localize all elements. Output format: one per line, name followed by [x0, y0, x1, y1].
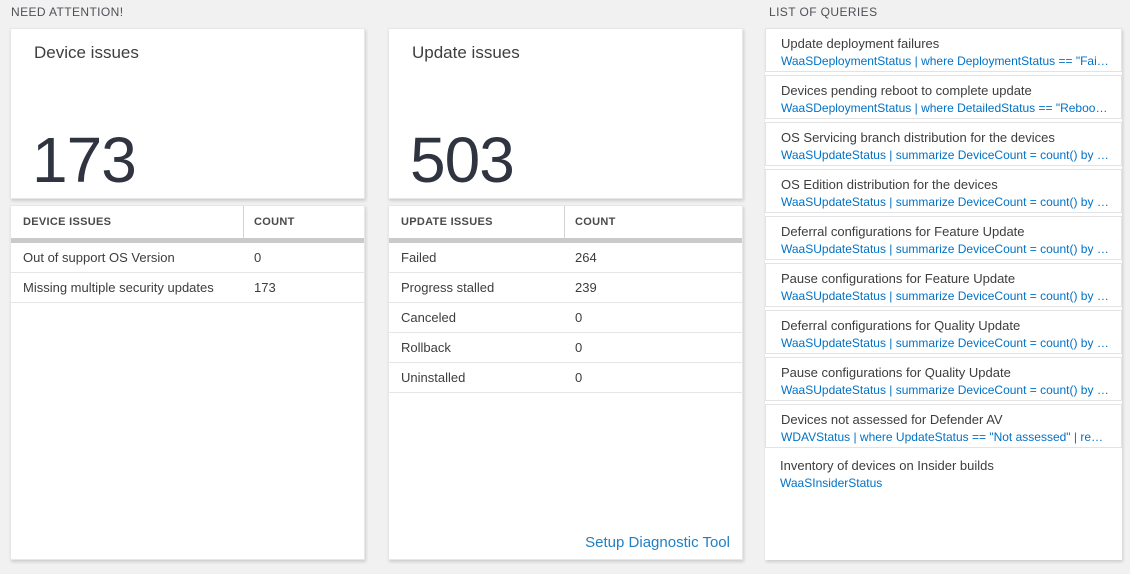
- query-code[interactable]: WaaSDeploymentStatus | where DeploymentS…: [781, 54, 1109, 68]
- device-issues-column-header: DEVICE ISSUES: [11, 206, 244, 238]
- query-title: Devices pending reboot to complete updat…: [781, 83, 1032, 98]
- query-item[interactable]: OS Edition distribution for the devices …: [765, 169, 1122, 213]
- query-item[interactable]: Deferral configurations for Feature Upda…: [765, 216, 1122, 260]
- issue-count: 0: [575, 370, 583, 385]
- query-title: Deferral configurations for Quality Upda…: [781, 318, 1021, 333]
- query-title: Update deployment failures: [781, 36, 940, 51]
- query-code[interactable]: WaaSUpdateStatus | summarize DeviceCount…: [781, 195, 1109, 209]
- issue-count: 173: [254, 280, 276, 295]
- table-row[interactable]: Canceled 0: [389, 303, 742, 333]
- query-title: Pause configurations for Quality Update: [781, 365, 1011, 380]
- issue-label: Failed: [401, 250, 437, 265]
- issue-count: 264: [575, 250, 597, 265]
- issue-count: 0: [575, 340, 583, 355]
- query-item[interactable]: Update deployment failures WaaSDeploymen…: [765, 28, 1122, 72]
- query-item[interactable]: Devices not assessed for Defender AV WDA…: [765, 404, 1122, 448]
- device-issues-count: 173: [32, 124, 137, 196]
- device-issues-table-card: DEVICE ISSUES COUNT Out of support OS Ve…: [10, 205, 365, 560]
- query-title: OS Edition distribution for the devices: [781, 177, 998, 192]
- issue-count: 0: [575, 310, 583, 325]
- table-row[interactable]: Uninstalled 0: [389, 363, 742, 393]
- table-row[interactable]: Failed 264: [389, 243, 742, 273]
- query-title: OS Servicing branch distribution for the…: [781, 130, 1055, 145]
- table-header-divider: [389, 238, 742, 243]
- table-row[interactable]: Progress stalled 239: [389, 273, 742, 303]
- update-issues-count: 503: [410, 124, 515, 196]
- query-code[interactable]: WaaSUpdateStatus | summarize DeviceCount…: [781, 148, 1109, 162]
- query-code[interactable]: WaaSUpdateStatus | summarize DeviceCount…: [781, 383, 1109, 397]
- list-of-queries-panel: Update deployment failures WaaSDeploymen…: [765, 28, 1122, 560]
- device-issues-tile[interactable]: Device issues 173: [10, 28, 365, 199]
- query-code[interactable]: WaaSInsiderStatus: [780, 476, 883, 490]
- issue-label: Uninstalled: [401, 370, 466, 385]
- update-issues-table-header: UPDATE ISSUES COUNT: [389, 206, 742, 238]
- query-code[interactable]: WaaSDeploymentStatus | where DetailedSta…: [781, 101, 1109, 115]
- query-code[interactable]: WDAVStatus | where UpdateStatus == "Not …: [781, 430, 1109, 444]
- query-code[interactable]: WaaSUpdateStatus | summarize DeviceCount…: [781, 336, 1109, 350]
- table-row[interactable]: Missing multiple security updates 173: [11, 273, 364, 303]
- query-code[interactable]: WaaSUpdateStatus | summarize DeviceCount…: [781, 242, 1109, 256]
- issue-label: Missing multiple security updates: [23, 280, 214, 295]
- setup-diagnostic-tool-link[interactable]: Setup Diagnostic Tool: [585, 534, 730, 551]
- update-issues-title: Update issues: [412, 43, 520, 62]
- query-title: Pause configurations for Feature Update: [781, 271, 1016, 286]
- device-issues-table-header: DEVICE ISSUES COUNT: [11, 206, 364, 238]
- update-issues-table-card: UPDATE ISSUES COUNT Failed 264 Progress …: [388, 205, 743, 560]
- issue-count: 239: [575, 280, 597, 295]
- query-item[interactable]: Pause configurations for Quality Update …: [765, 357, 1122, 401]
- query-title: Inventory of devices on Insider builds: [780, 458, 994, 473]
- table-header-divider: [11, 238, 364, 243]
- update-issues-tile[interactable]: Update issues 503: [388, 28, 743, 199]
- query-code[interactable]: WaaSUpdateStatus | summarize DeviceCount…: [781, 289, 1109, 303]
- table-row[interactable]: Rollback 0: [389, 333, 742, 363]
- need-attention-section-label: NEED ATTENTION!: [11, 5, 124, 19]
- query-item[interactable]: Devices pending reboot to complete updat…: [765, 75, 1122, 119]
- count-column-header: COUNT: [254, 216, 295, 228]
- query-item[interactable]: Inventory of devices on Insider builds W…: [765, 451, 1122, 495]
- query-item[interactable]: Pause configurations for Feature Update …: [765, 263, 1122, 307]
- count-column-header: COUNT: [575, 216, 616, 228]
- issue-count: 0: [254, 250, 262, 265]
- query-title: Devices not assessed for Defender AV: [781, 412, 1003, 427]
- list-of-queries-section-label: LIST OF QUERIES: [769, 5, 878, 19]
- update-issues-column-header: UPDATE ISSUES: [389, 206, 565, 238]
- issue-label: Out of support OS Version: [23, 250, 175, 265]
- table-row[interactable]: Out of support OS Version 0: [11, 243, 364, 273]
- query-title: Deferral configurations for Feature Upda…: [781, 224, 1025, 239]
- issue-label: Progress stalled: [401, 280, 495, 295]
- issue-label: Rollback: [401, 340, 451, 355]
- query-item[interactable]: Deferral configurations for Quality Upda…: [765, 310, 1122, 354]
- issue-label: Canceled: [401, 310, 456, 325]
- device-issues-title: Device issues: [34, 43, 139, 62]
- query-item[interactable]: OS Servicing branch distribution for the…: [765, 122, 1122, 166]
